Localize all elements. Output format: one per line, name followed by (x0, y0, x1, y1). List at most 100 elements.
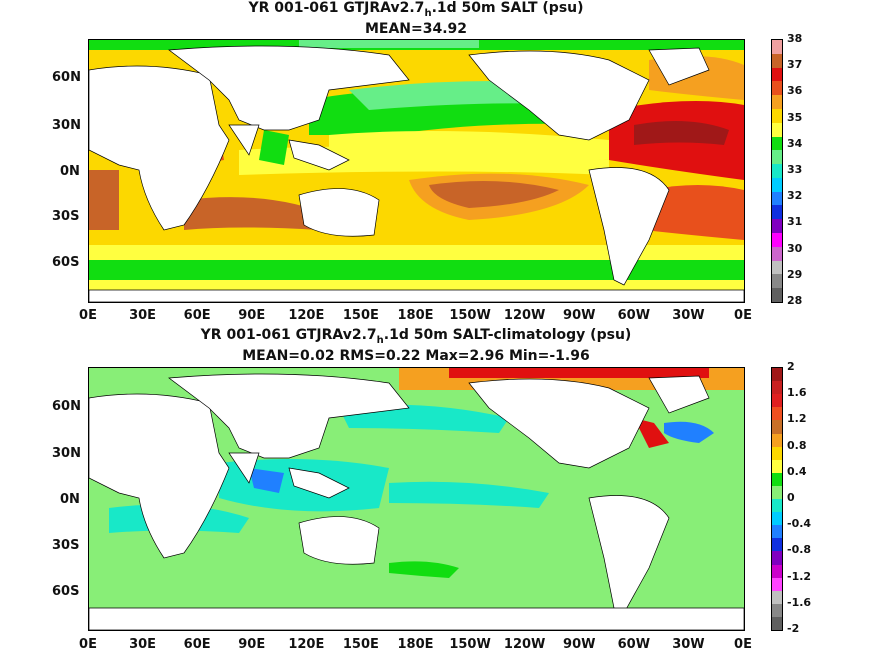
colorbar-segment (772, 95, 782, 110)
lon-label: 60W (617, 308, 651, 323)
colorbar-label: -0.4 (787, 517, 812, 531)
colorbar-segment (772, 122, 782, 138)
colorbar-segment (772, 205, 782, 220)
colorbar-segment (772, 577, 782, 592)
lat-label: 30S (52, 538, 80, 553)
colorbar-label: 0.8 (787, 438, 807, 452)
colorbar-label: 1.2 (787, 412, 807, 426)
colorbar-label: 38 (787, 32, 803, 45)
map-title-1: YR 001-061 GTJRAv2.7h.1d 50m SALT (psu) (248, 0, 584, 19)
lon-label: 90E (238, 637, 266, 652)
lon-label: 0E (734, 308, 752, 323)
colorbar-segment (772, 368, 782, 382)
lon-label: 150W (449, 308, 491, 323)
lon-label: 90W (563, 637, 596, 652)
lon-label: 30E (129, 308, 157, 323)
colorbar-segment (772, 538, 782, 552)
colorbar-label: 37 (787, 58, 803, 72)
colorbar-label: 2 (787, 360, 795, 373)
map-subtitle-2: MEAN=0.02 RMS=0.22 Max=2.96 Min=-1.96 (242, 348, 590, 364)
lat-label: 60N (52, 399, 81, 414)
lon-label: 30E (129, 637, 157, 652)
lon-label: 60E (183, 308, 211, 323)
colorbar-segment (772, 551, 782, 565)
colorbar-segment (772, 485, 782, 500)
map-title-2: YR 001-061 GTJRAv2.7h.1d 50m SALT-climat… (200, 327, 632, 346)
colorbar-segment (772, 164, 782, 179)
lon-label: 90W (563, 308, 596, 323)
lon-label: 180E (397, 308, 434, 323)
colorbar-1 (771, 39, 783, 303)
lon-label: 0E (79, 308, 97, 323)
colorbar-segment (772, 459, 782, 474)
colorbar-segment (772, 150, 782, 165)
lat-label: 0N (60, 492, 80, 507)
colorbar-segment (772, 420, 782, 434)
colorbar-segment (772, 40, 782, 55)
colorbar-segment (772, 564, 782, 579)
colorbar-segment (772, 53, 782, 69)
colorbar-2 (771, 367, 783, 631)
colorbar-segment (772, 525, 782, 539)
lon-label: 120W (503, 637, 546, 652)
lon-label: 60E (183, 637, 211, 652)
colorbar-segment (772, 394, 782, 408)
colorbar-label: 32 (787, 189, 803, 203)
colorbar-label: 0.4 (787, 464, 807, 478)
colorbar-label: 35 (787, 110, 803, 124)
colorbar-label: 28 (787, 294, 803, 307)
lat-label: 60N (52, 70, 81, 85)
colorbar-segment (772, 616, 782, 631)
map-subtitle-1: MEAN=34.92 (364, 21, 468, 37)
colorbar-segment (772, 288, 782, 303)
colorbar-label: -2 (787, 622, 800, 635)
colorbar-segment (772, 499, 782, 513)
lon-label: 0E (79, 637, 97, 652)
salinity-map-1 (88, 39, 745, 303)
colorbar-segment (772, 177, 782, 193)
colorbar-segment (772, 446, 782, 461)
colorbar-segment (772, 260, 782, 275)
colorbar-label: 0 (787, 491, 795, 504)
lon-label: 60W (617, 637, 651, 652)
lon-label: 120E (288, 308, 325, 323)
colorbar-segment (772, 233, 782, 248)
colorbar-label: 29 (787, 267, 803, 281)
colorbar-segment (772, 191, 782, 206)
colorbar-label: 30 (787, 241, 803, 255)
colorbar-segment (772, 274, 782, 289)
lon-label: 120W (503, 308, 546, 323)
lat-label: 30S (52, 209, 80, 224)
colorbar-segment (772, 433, 782, 448)
lon-label: 0E (734, 637, 752, 652)
lat-label: 0N (60, 164, 80, 179)
lat-label: 60S (52, 255, 80, 270)
colorbar-segment (772, 472, 782, 487)
lat-label: 30N (52, 446, 81, 461)
lon-label: 150E (342, 637, 379, 652)
colorbar-label: 31 (787, 215, 803, 229)
colorbar-segment (772, 407, 782, 421)
colorbar-segment (772, 67, 782, 82)
colorbar-label: -1.2 (787, 569, 812, 583)
colorbar-label: 33 (787, 163, 803, 176)
colorbar-segment (772, 246, 782, 262)
salinity-anomaly-map-2 (88, 367, 745, 631)
lon-label: 150E (342, 308, 379, 323)
colorbar-label: 34 (787, 136, 803, 150)
lat-label: 60S (52, 584, 80, 599)
lon-label: 120E (288, 637, 325, 652)
colorbar-segment (772, 81, 782, 96)
colorbar-label: -1.6 (787, 595, 812, 609)
lon-label: 30W (672, 637, 705, 652)
lon-label: 90E (238, 308, 266, 323)
colorbar-label: 1.6 (787, 386, 807, 400)
colorbar-segment (772, 108, 782, 124)
colorbar-segment (772, 136, 782, 151)
colorbar-segment (772, 603, 782, 618)
colorbar-label: 36 (787, 84, 803, 98)
lon-label: 150W (449, 637, 491, 652)
colorbar-segment (772, 590, 782, 605)
colorbar-segment (772, 219, 782, 234)
lon-label: 30W (672, 308, 705, 323)
